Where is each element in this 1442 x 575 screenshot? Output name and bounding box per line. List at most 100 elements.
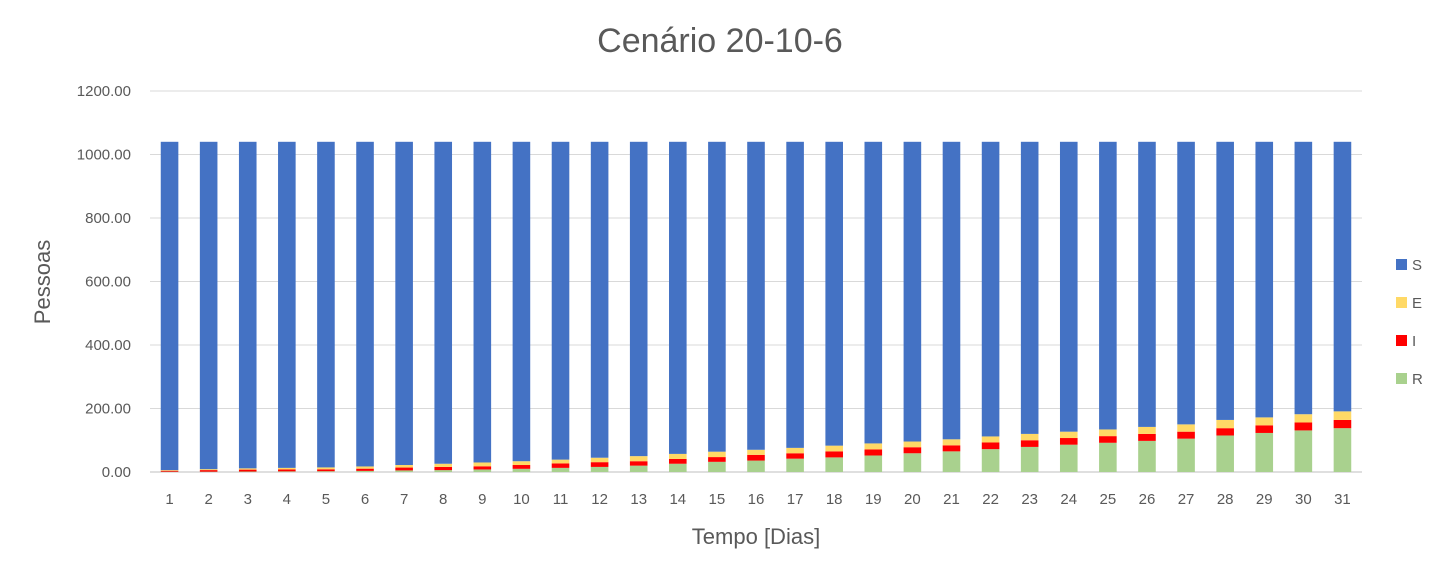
bar-r-22 (981, 449, 1000, 472)
x-tick-label: 26 (1139, 491, 1156, 508)
bar-e-15 (708, 451, 726, 458)
bar-r-28 (1216, 435, 1234, 472)
legend-label-s: S (1412, 257, 1422, 274)
bar-s-15 (708, 141, 726, 452)
legend: S E I R (1396, 257, 1423, 388)
x-tick-label: 5 (322, 491, 330, 508)
bar-s-3 (238, 141, 257, 469)
bar-r-30 (1294, 430, 1313, 472)
y-tick-label: 200.00 (85, 401, 131, 418)
bar-i-22 (981, 442, 1000, 450)
bar-r-7 (395, 470, 413, 472)
bar-i-29 (1255, 425, 1274, 433)
bar-i-5 (317, 469, 335, 472)
x-tick-labels: 1 2 3 4 5 6 7 8 9 10 11 12 13 14 15 16 17 18 19 20 21 22 23 24 2… (165, 491, 1350, 508)
bar-e-21 (942, 439, 961, 446)
bar-e-25 (1099, 429, 1117, 437)
bar-i-19 (864, 449, 883, 456)
bar-e-20 (903, 441, 922, 448)
y-tick-label: 1000.00 (77, 147, 131, 164)
bar-r-15 (708, 461, 726, 472)
x-tick-label: 15 (709, 491, 726, 508)
bar-r-26 (1138, 440, 1156, 472)
x-tick-label: 24 (1060, 491, 1077, 508)
bar-e-12 (590, 457, 609, 463)
bar-i-30 (1294, 422, 1313, 431)
x-tick-label: 17 (787, 491, 804, 508)
bar-i-23 (1020, 440, 1039, 447)
bar-e-9 (473, 462, 492, 467)
bar-e-30 (1294, 414, 1313, 423)
bar-s-7 (395, 141, 413, 466)
bar-s-20 (903, 141, 922, 442)
x-tick-label: 23 (1021, 491, 1038, 508)
bar-e-17 (786, 447, 804, 454)
x-tick-label: 6 (361, 491, 369, 508)
bar-i-7 (395, 467, 413, 471)
bar-e-8 (434, 463, 453, 467)
bar-i-8 (434, 466, 453, 471)
bar-s-11 (551, 141, 570, 460)
y-tick-label: 0.00 (102, 464, 131, 481)
bar-r-4 (278, 471, 296, 472)
bar-s-26 (1138, 141, 1156, 427)
x-tick-label: 31 (1334, 491, 1351, 508)
x-tick-label: 22 (982, 491, 999, 508)
bar-i-24 (1059, 438, 1078, 445)
x-tick-label: 27 (1178, 491, 1195, 508)
bar-s-30 (1294, 141, 1313, 415)
bar-r-24 (1059, 444, 1078, 472)
bar-s-1 (160, 141, 179, 471)
bar-s-24 (1059, 141, 1078, 432)
bar-e-11 (551, 459, 570, 464)
bar-i-31 (1333, 419, 1352, 429)
bar-s-19 (864, 141, 883, 444)
y-tick-label: 1200.00 (77, 83, 131, 100)
bar-i-3 (238, 469, 257, 472)
x-tick-label: 25 (1100, 491, 1117, 508)
bar-i-14 (669, 458, 687, 464)
bar-s-16 (747, 141, 765, 450)
x-tick-label: 10 (513, 491, 530, 508)
x-tick-label: 8 (439, 491, 447, 508)
bar-r-21 (942, 451, 961, 472)
x-tick-label: 19 (865, 491, 882, 508)
bar-r-12 (590, 466, 609, 472)
bar-s-13 (629, 141, 648, 457)
bar-i-9 (473, 466, 492, 470)
bar-r-8 (434, 470, 453, 472)
bar-i-1 (160, 470, 179, 472)
x-tick-label: 21 (943, 491, 960, 508)
legend-label-i: I (1412, 333, 1416, 350)
bar-s-8 (434, 141, 453, 464)
bar-e-18 (825, 445, 843, 452)
x-tick-label: 2 (204, 491, 212, 508)
legend-swatch-e (1396, 297, 1407, 308)
bar-s-18 (825, 141, 843, 446)
bar-i-6 (356, 468, 374, 471)
bar-e-26 (1138, 426, 1156, 434)
bars (160, 141, 1352, 472)
bar-s-27 (1177, 141, 1195, 425)
x-tick-label: 7 (400, 491, 408, 508)
bar-s-25 (1099, 141, 1117, 430)
bar-r-9 (473, 469, 492, 472)
x-tick-label: 16 (748, 491, 765, 508)
bar-r-10 (512, 468, 531, 472)
bar-i-10 (512, 465, 531, 469)
bar-e-3 (238, 468, 257, 470)
x-tick-label: 29 (1256, 491, 1273, 508)
bar-e-23 (1020, 433, 1039, 441)
bar-r-18 (825, 457, 843, 472)
bar-i-2 (199, 470, 218, 472)
legend-swatch-r (1396, 373, 1407, 384)
bar-i-17 (786, 453, 804, 459)
bar-s-23 (1020, 141, 1039, 434)
x-tick-label: 12 (591, 491, 608, 508)
bar-e-22 (981, 436, 1000, 443)
bar-r-23 (1020, 446, 1039, 472)
bar-r-17 (786, 458, 804, 472)
legend-swatch-i (1396, 335, 1407, 346)
bar-r-13 (629, 465, 648, 472)
